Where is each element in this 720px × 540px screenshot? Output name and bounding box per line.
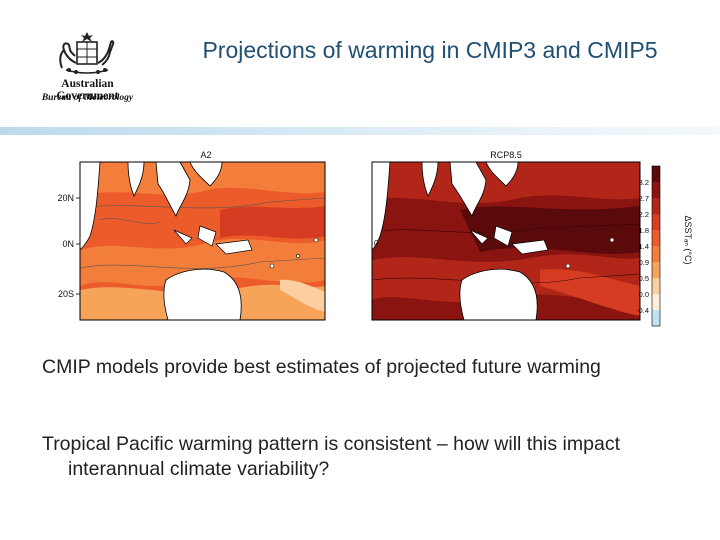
colorbar-tick-label: -0.4 <box>636 306 649 315</box>
colorbar-swatch <box>652 230 660 246</box>
logo-line-government: Australian Government <box>56 78 119 102</box>
colorbar-swatch <box>652 246 660 262</box>
map-panel-rcp85 <box>372 162 640 320</box>
bullet-text-2: Tropical Pacific warming pattern is cons… <box>42 433 620 480</box>
colorbar-swatch <box>652 214 660 230</box>
title-divider-bar <box>0 127 720 135</box>
left-panel-title: A2 <box>200 150 211 160</box>
colorbar-tick-label: 2.2 <box>639 210 649 219</box>
colorbar-tick-label: 3.2 <box>639 178 649 187</box>
sst-projection-figure: A2 20N 0N 20S RCP8.5 <box>40 140 700 340</box>
lat-label-20s: 20S <box>58 289 74 299</box>
colorbar-tick-label: 1.4 <box>639 242 649 251</box>
right-panel-title: RCP8.5 <box>490 150 522 160</box>
colorbar: 3.2 2.7 2.2 1.8 1.4 0.9 0.5 0.0 -0.4 <box>636 165 661 327</box>
colorbar-swatch <box>652 182 660 198</box>
contour-zero-label: 0 <box>374 239 379 248</box>
lat-label-0n: 0N <box>62 239 74 249</box>
slide-title: Projections of warming in CMIP3 and CMIP… <box>202 37 658 63</box>
colorbar-swatch <box>652 310 660 326</box>
lat-label-20n: 20N <box>57 193 74 203</box>
colorbar-swatch <box>652 294 660 310</box>
colorbar-frame <box>651 165 661 327</box>
bom-logo: Australian Government Bureau of Meteorol… <box>30 30 145 115</box>
colorbar-swatch <box>652 198 660 214</box>
bullet-text-1: CMIP models provide best estimates of pr… <box>42 356 601 378</box>
logo-line-bureau: Bureau of Meteorology <box>41 93 134 103</box>
colorbar-tick-label: 1.8 <box>639 226 649 235</box>
coat-of-arms-icon <box>59 32 115 74</box>
colorbar-swatch <box>652 278 660 294</box>
colorbar-tick-label: 0.5 <box>639 274 649 283</box>
colorbar-swatch <box>652 166 660 182</box>
colorbar-swatch <box>652 262 660 278</box>
colorbar-tick-label: 0.0 <box>639 290 649 299</box>
map-panel-a2 <box>80 162 325 320</box>
colorbar-tick-label: 0.9 <box>639 258 649 267</box>
colorbar-tick-label: 2.7 <box>639 194 649 203</box>
colorbar-label: ΔSSTₐₙ (°C) <box>683 215 693 264</box>
